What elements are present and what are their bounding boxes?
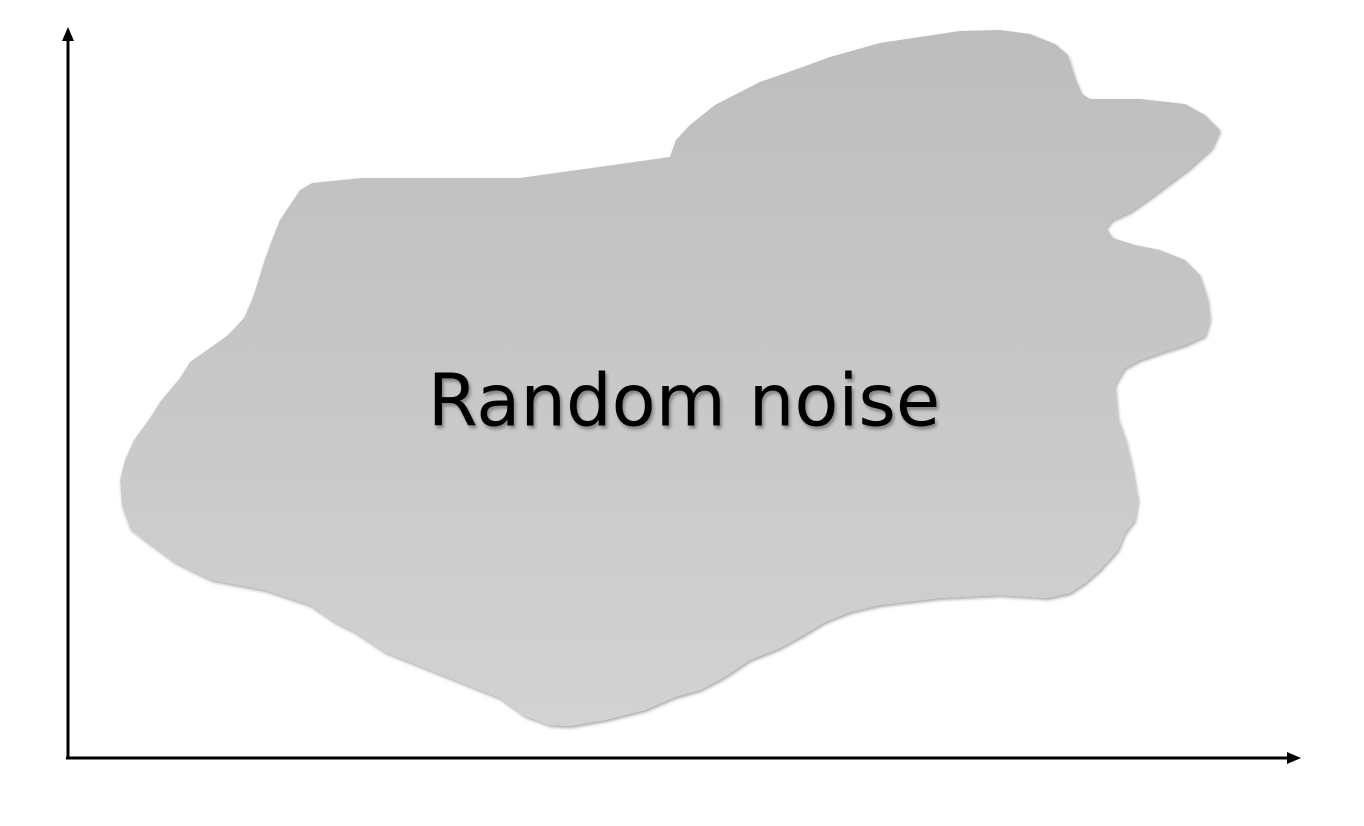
blob-label: Random noise (428, 359, 940, 443)
x-axis-arrowhead (1287, 752, 1301, 764)
noise-blob (120, 30, 1220, 726)
y-axis-arrowhead (62, 27, 74, 41)
